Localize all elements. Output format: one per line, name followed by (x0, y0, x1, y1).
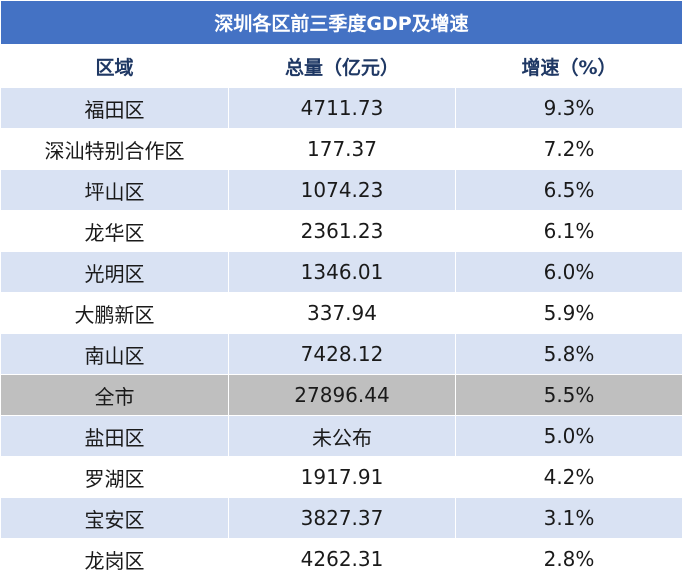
cell-growth: 5.0% (456, 416, 682, 457)
cell-total: 27896.44 (229, 375, 456, 416)
cell-total: 3827.37 (229, 498, 456, 539)
cell-growth: 7.2% (456, 129, 682, 170)
cell-district: 宝安区 (1, 498, 229, 539)
column-header-growth: 增速（%） (456, 45, 682, 88)
cell-growth: 5.5% (456, 375, 682, 416)
cell-district: 全市 (1, 375, 229, 416)
cell-district: 福田区 (1, 88, 229, 129)
cell-district: 罗湖区 (1, 457, 229, 498)
table-title-row: 深圳各区前三季度GDP及增速 (1, 1, 682, 45)
cell-growth: 4.2% (456, 457, 682, 498)
cell-district: 大鹏新区 (1, 293, 229, 334)
column-header-total: 总量（亿元） (229, 45, 456, 88)
cell-district: 南山区 (1, 334, 229, 375)
column-header-district: 区域 (1, 45, 229, 88)
table-title: 深圳各区前三季度GDP及增速 (1, 1, 682, 45)
cell-growth: 2.8% (456, 539, 682, 580)
cell-district: 盐田区 (1, 416, 229, 457)
cell-total: 4711.73 (229, 88, 456, 129)
cell-total: 4262.31 (229, 539, 456, 580)
cell-district: 龙岗区 (1, 539, 229, 580)
cell-total: 177.37 (229, 129, 456, 170)
cell-growth: 6.5% (456, 170, 682, 211)
cell-growth: 6.0% (456, 252, 682, 293)
table-header-row: 区域 总量（亿元） 增速（%） (1, 45, 682, 88)
cell-growth: 5.9% (456, 293, 682, 334)
cell-total: 1917.91 (229, 457, 456, 498)
cell-total: 7428.12 (229, 334, 456, 375)
cell-growth: 9.3% (456, 88, 682, 129)
cell-total: 2361.23 (229, 211, 456, 252)
cell-district: 龙华区 (1, 211, 229, 252)
cell-total: 未公布 (229, 416, 456, 457)
cell-district: 光明区 (1, 252, 229, 293)
cell-growth: 5.8% (456, 334, 682, 375)
cell-total: 337.94 (229, 293, 456, 334)
cell-total: 1346.01 (229, 252, 456, 293)
cell-growth: 6.1% (456, 211, 682, 252)
cell-district: 坪山区 (1, 170, 229, 211)
cell-district: 深汕特别合作区 (1, 129, 229, 170)
cell-growth: 3.1% (456, 498, 682, 539)
cell-total: 1074.23 (229, 170, 456, 211)
